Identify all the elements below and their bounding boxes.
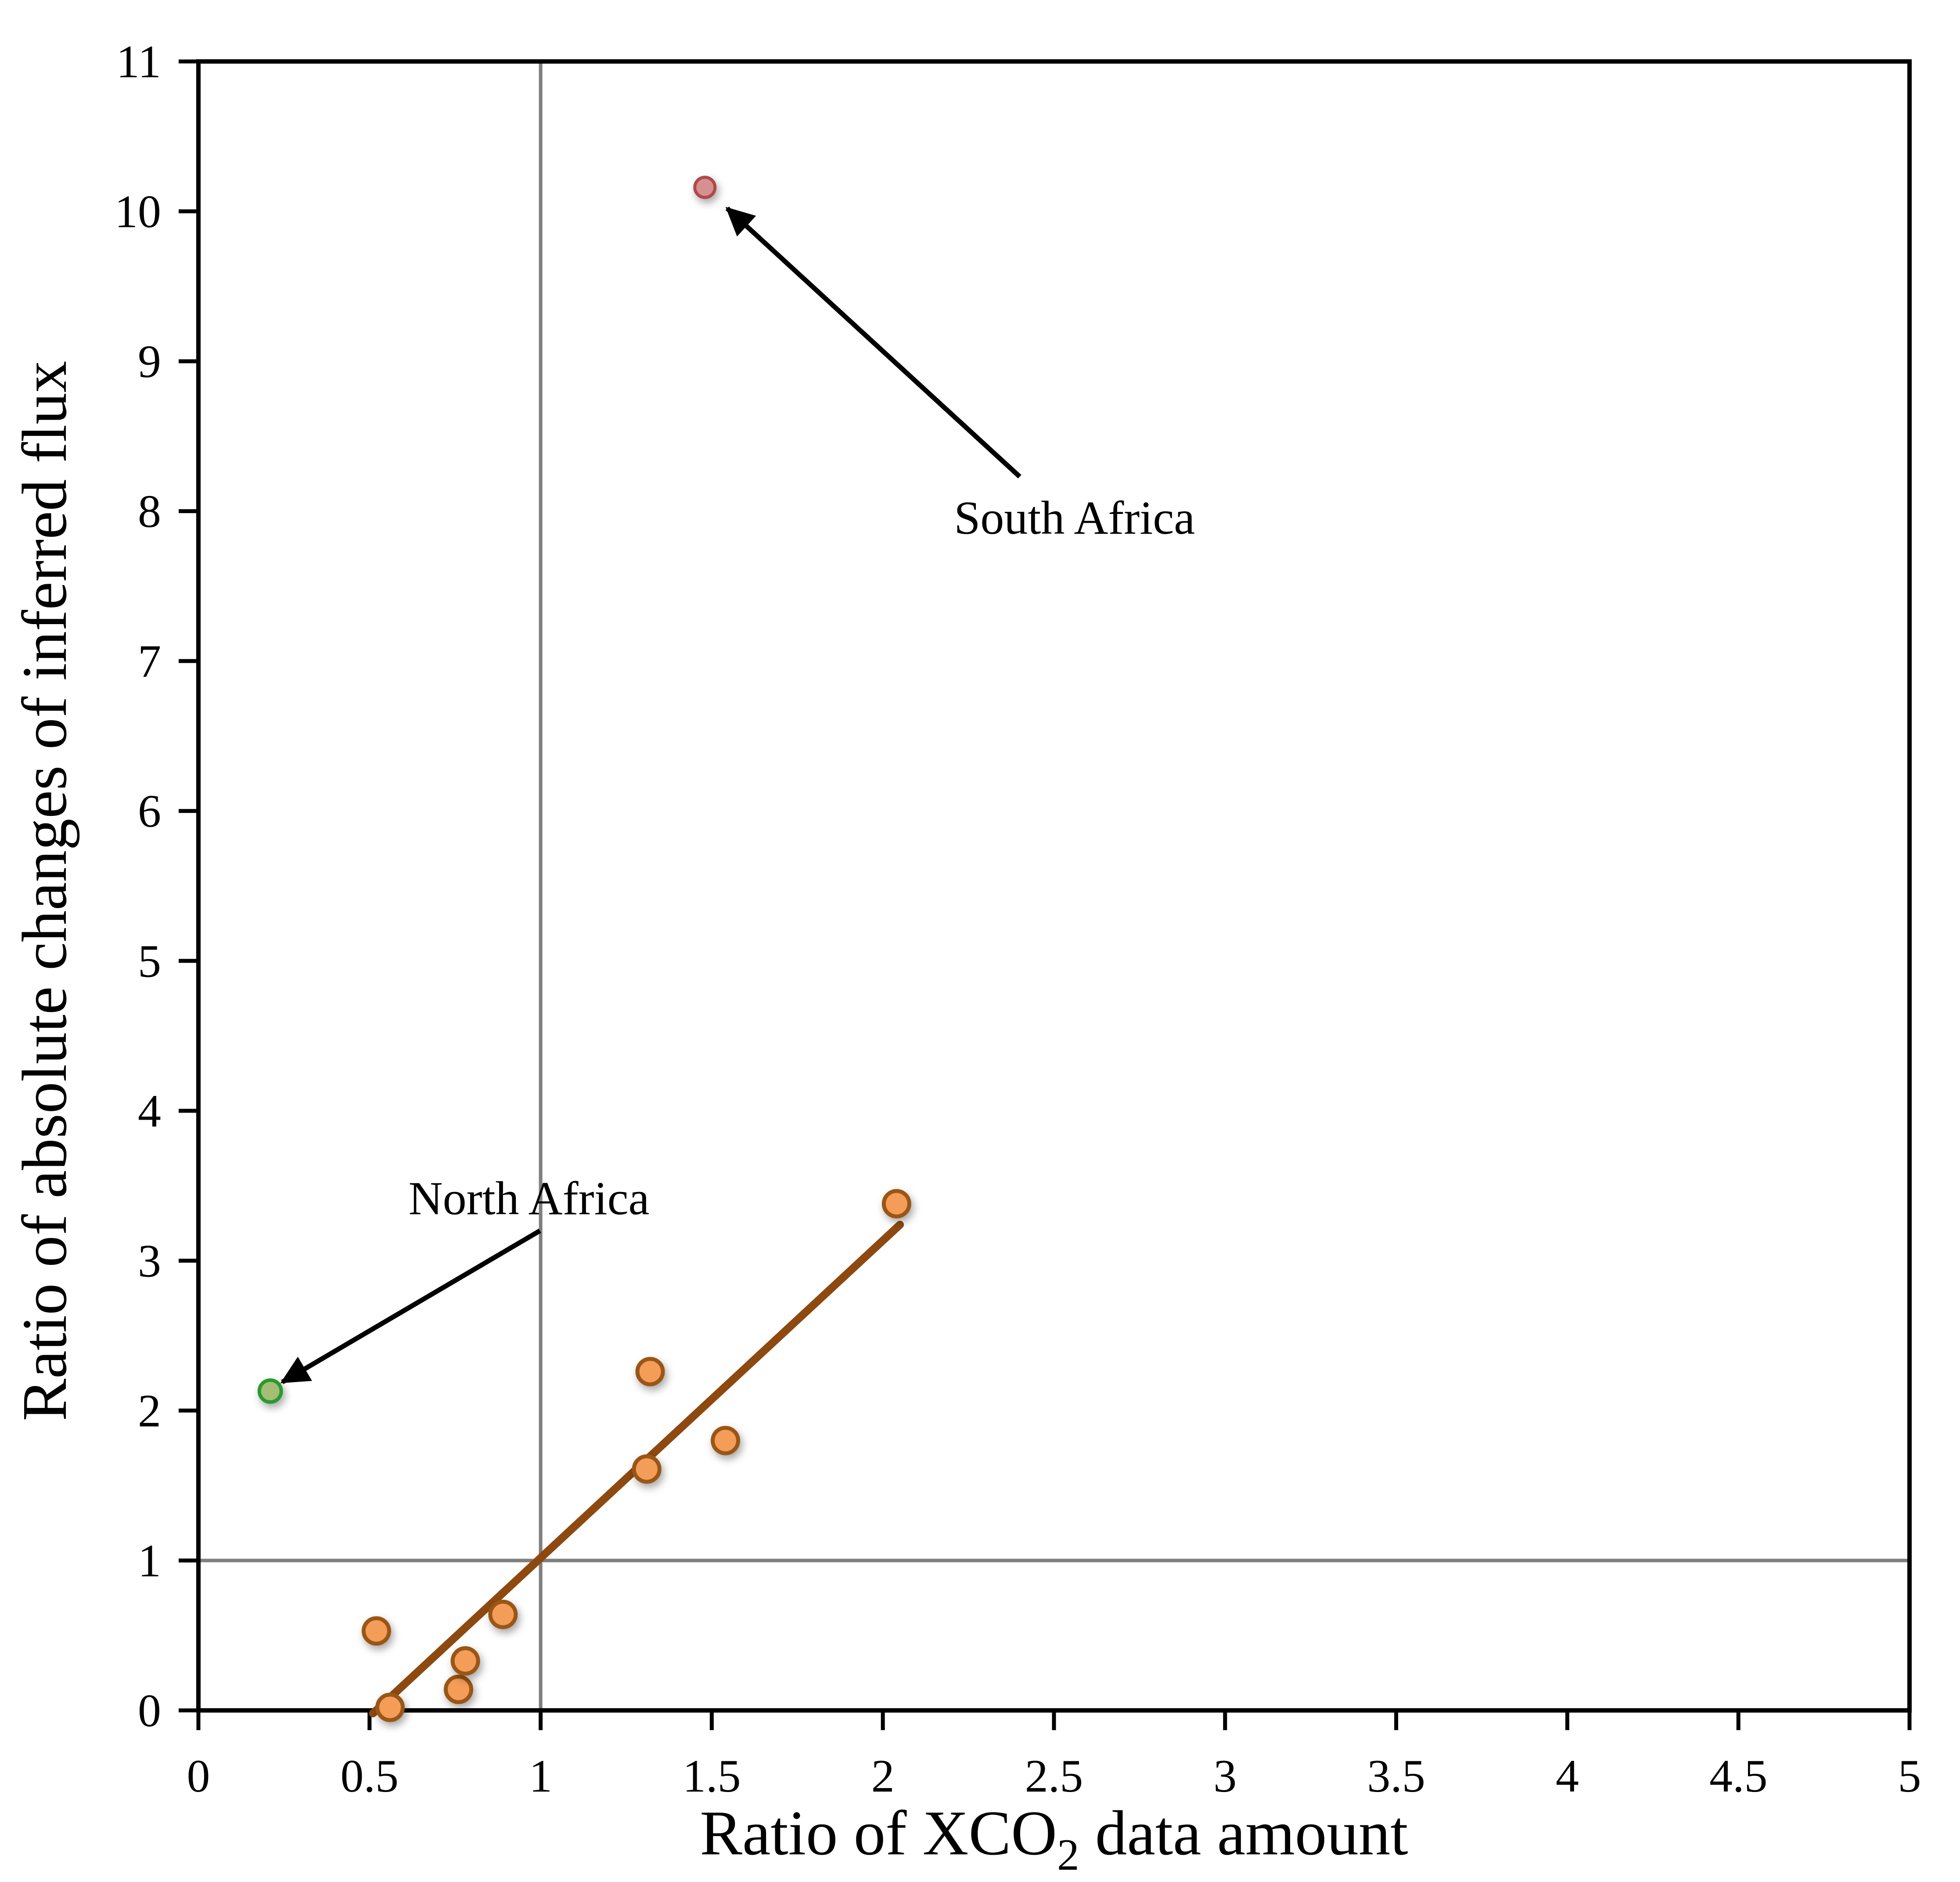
- annotation-arrow-1: [280, 1228, 541, 1384]
- reference-lines: [198, 61, 1910, 1710]
- y-tick-label-5: 5: [138, 935, 161, 987]
- y-tick-label-7: 7: [138, 636, 161, 687]
- x-tick-label-4: 4: [1556, 1750, 1579, 1802]
- x-axis-title: Ratio of XCO2 data amount: [700, 1798, 1408, 1879]
- point-african-regions-1: [375, 1692, 405, 1722]
- y-tick-label-1: 1: [138, 1535, 161, 1586]
- x-tick-label-4.5: 4.5: [1709, 1750, 1768, 1802]
- y-axis-ticks: 0 1 2 3 4 5 6 7 8 9 10 11: [115, 36, 198, 1736]
- x-tick-label-5: 5: [1898, 1750, 1921, 1802]
- y-tick-label-9: 9: [138, 336, 161, 387]
- point-african-regions-6: [635, 1357, 665, 1386]
- y-tick-label-8: 8: [138, 486, 161, 537]
- y-tick-label-11: 11: [116, 36, 161, 87]
- x-tick-label-0: 0: [187, 1750, 210, 1802]
- plot-border-group: [196, 59, 1912, 1713]
- x-axis-title-subscript: 2: [1057, 1830, 1079, 1879]
- annotations: South Africa North Africa: [280, 206, 1195, 1384]
- plot-border: [196, 59, 1912, 1713]
- x-tick-label-2: 2: [871, 1750, 895, 1802]
- x-tick-label-3.5: 3.5: [1367, 1750, 1425, 1802]
- point-african-regions-5: [632, 1454, 662, 1484]
- point-north-africa-0: [257, 1378, 283, 1404]
- x-axis-ticks: 0 0.5 1 1.5 2 2.5 3 3.5 4 4.5 5: [187, 1710, 1921, 1802]
- point-african-regions-8: [881, 1189, 911, 1219]
- y-tick-label-10: 10: [115, 186, 161, 237]
- x-tick-label-1: 1: [529, 1750, 552, 1802]
- x-tick-label-3: 3: [1213, 1750, 1237, 1802]
- x-tick-label-1.5: 1.5: [683, 1750, 741, 1802]
- data-points: [257, 176, 911, 1722]
- point-african-regions-7: [711, 1426, 741, 1455]
- y-tick-label-0: 0: [138, 1685, 161, 1736]
- point-african-regions-0: [361, 1616, 391, 1646]
- annotation-label-0: South Africa: [954, 492, 1195, 544]
- y-tick-label-6: 6: [138, 786, 161, 837]
- x-tick-label-0.5: 0.5: [341, 1750, 399, 1802]
- point-african-regions-3: [450, 1646, 480, 1676]
- y-axis-title: Ratio of absolute changes of inferred fl…: [10, 361, 80, 1421]
- point-south-africa-0: [693, 176, 717, 199]
- annotation-label-1: North Africa: [409, 1172, 650, 1225]
- annotation-arrow-0: [725, 206, 1021, 479]
- point-african-regions-4: [488, 1599, 518, 1629]
- y-tick-label-3: 3: [138, 1235, 161, 1286]
- point-african-regions-2: [443, 1674, 473, 1704]
- y-tick-label-2: 2: [138, 1385, 161, 1437]
- x-tick-label-2.5: 2.5: [1025, 1750, 1083, 1802]
- y-tick-label-4: 4: [138, 1085, 161, 1137]
